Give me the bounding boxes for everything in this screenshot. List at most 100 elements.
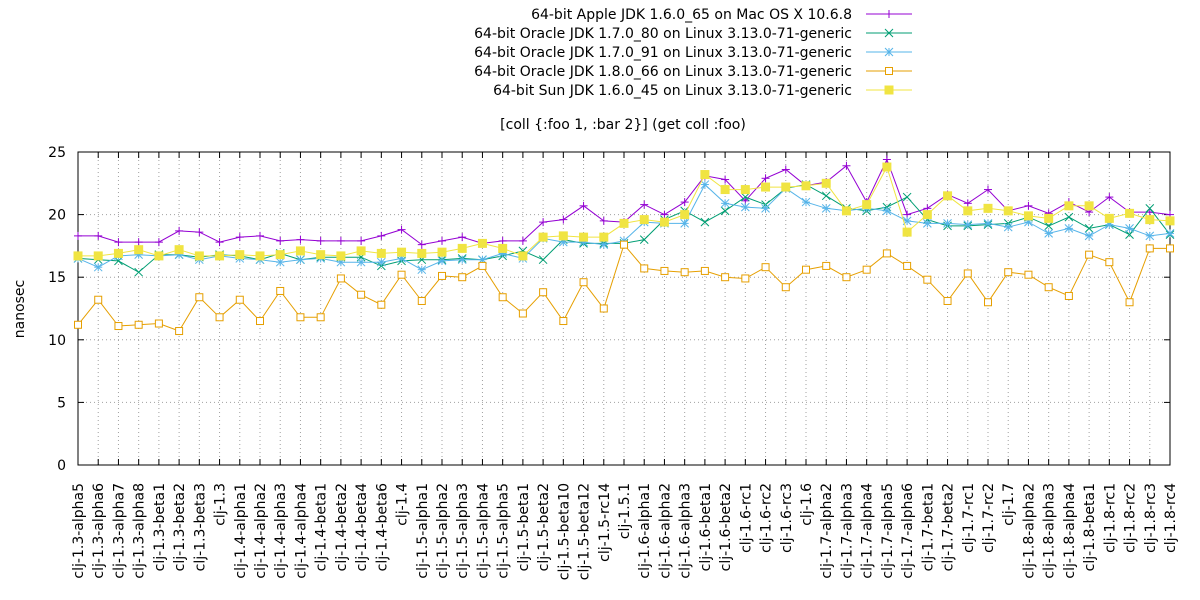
data-point	[640, 264, 649, 273]
legend-entry: 64-bit Oracle JDK 1.8.0_66 on Linux 3.13…	[474, 64, 912, 80]
data-point	[1085, 250, 1094, 259]
data-point	[498, 243, 508, 253]
data-point	[882, 162, 892, 172]
x-tick-label: clj-1.4-beta4	[354, 483, 370, 571]
x-tick-label: clj-1.7-alpha3	[839, 483, 855, 579]
data-point	[659, 217, 669, 227]
data-point	[457, 243, 467, 253]
y-tick-label: 15	[48, 270, 66, 286]
data-point	[1044, 229, 1054, 238]
data-point	[902, 192, 912, 202]
data-point	[963, 220, 973, 229]
data-point	[114, 238, 123, 247]
data-point	[1145, 231, 1155, 241]
x-tick-label: clj-1.5-beta12	[577, 483, 593, 580]
data-point	[599, 304, 608, 313]
data-point	[397, 270, 406, 279]
x-tick-label: clj-1.7-rc1	[961, 483, 977, 553]
data-point	[498, 236, 507, 245]
data-point	[356, 246, 366, 256]
data-point	[902, 227, 912, 237]
data-point	[558, 231, 568, 241]
legend: 64-bit Apple JDK 1.6.0_65 on Mac OS X 10…	[474, 7, 912, 99]
data-point	[336, 251, 346, 261]
data-point	[1084, 201, 1094, 211]
x-tick-label: clj-1.5-beta10	[556, 483, 572, 580]
data-point	[579, 232, 589, 242]
data-point	[1145, 244, 1154, 253]
data-point	[1044, 213, 1054, 223]
data-point	[296, 255, 305, 265]
data-point	[922, 210, 932, 220]
y-axis-label: nanosec	[12, 280, 28, 339]
x-tick-label: clj-1.8-alpha3	[1042, 483, 1058, 579]
data-point	[559, 317, 568, 326]
x-tick-label: clj-1.7-beta1	[920, 483, 936, 571]
x-ticks: clj-1.3-alpha5 clj-1.3-alpha6 clj-1.3-alph…	[71, 152, 1179, 580]
data-point	[376, 257, 386, 267]
data-point	[1044, 221, 1054, 231]
x-tick-label: clj-1.8-alpha2	[1021, 483, 1037, 579]
data-point	[1064, 291, 1073, 300]
data-point	[841, 206, 851, 216]
data-point	[275, 257, 285, 267]
data-point	[983, 203, 993, 213]
x-tick-label: clj-1.4-alpha2	[253, 483, 269, 579]
data-point	[639, 235, 649, 244]
y-tick-label: 0	[57, 458, 66, 474]
data-point	[74, 231, 82, 240]
x-tick-label: clj-1.8-rc3	[1143, 483, 1159, 553]
legend-label: 64-bit Sun JDK 1.6.0_45 on Linux 3.13.0-…	[493, 83, 852, 99]
data-point	[134, 267, 144, 277]
data-point	[235, 233, 244, 242]
data-point	[1125, 230, 1134, 239]
data-point	[357, 236, 366, 245]
data-point	[438, 271, 446, 280]
data-point	[963, 199, 972, 208]
x-tick-label: clj-1.3-beta3	[192, 483, 208, 571]
x-tick-label: clj-1.7-rc2	[981, 483, 997, 553]
legend-label: 64-bit Apple JDK 1.6.0_65 on Mac OS X 10…	[531, 7, 852, 23]
data-point	[720, 198, 730, 208]
data-point	[397, 247, 407, 257]
data-point	[498, 293, 507, 302]
data-point	[943, 296, 952, 305]
x-tick-label: clj-1.7-alpha6	[900, 483, 916, 579]
x-tick-label: clj-1.7-alpha4	[860, 483, 876, 579]
x-tick-label: clj-1.6-rc2	[759, 483, 775, 553]
data-point	[862, 200, 872, 210]
data-point	[721, 175, 730, 184]
data-point	[700, 180, 710, 189]
legend-entry: 64-bit Oracle JDK 1.7.0_91 on Linux 3.13…	[474, 45, 912, 61]
data-point	[740, 192, 750, 202]
data-point	[316, 236, 325, 245]
grid	[78, 152, 1170, 465]
x-tick-label: clj-1.6-alpha2	[657, 483, 673, 579]
data-point	[862, 265, 871, 274]
legend-marker	[885, 67, 893, 75]
data-point	[1024, 201, 1033, 210]
data-point	[477, 238, 487, 248]
data-point	[639, 215, 649, 225]
data-point	[984, 298, 992, 307]
data-point	[599, 240, 609, 250]
data-point	[215, 251, 225, 261]
data-point	[963, 269, 972, 278]
data-point	[93, 262, 103, 272]
data-point	[74, 320, 82, 329]
data-point	[660, 210, 669, 219]
data-point	[943, 191, 953, 201]
data-point	[781, 165, 790, 174]
data-point	[821, 203, 831, 213]
x-tick-label: clj-1.3-alpha7	[111, 483, 127, 579]
data-point	[761, 203, 770, 213]
data-point	[922, 219, 932, 228]
legend-marker	[884, 85, 894, 95]
x-tick-label: clj-1.4-beta6	[374, 483, 390, 571]
data-point	[73, 251, 83, 261]
data-point	[700, 170, 710, 180]
data-point	[458, 273, 467, 282]
data-point	[417, 265, 427, 275]
legend-label: 64-bit Oracle JDK 1.8.0_66 on Linux 3.13…	[474, 64, 852, 80]
